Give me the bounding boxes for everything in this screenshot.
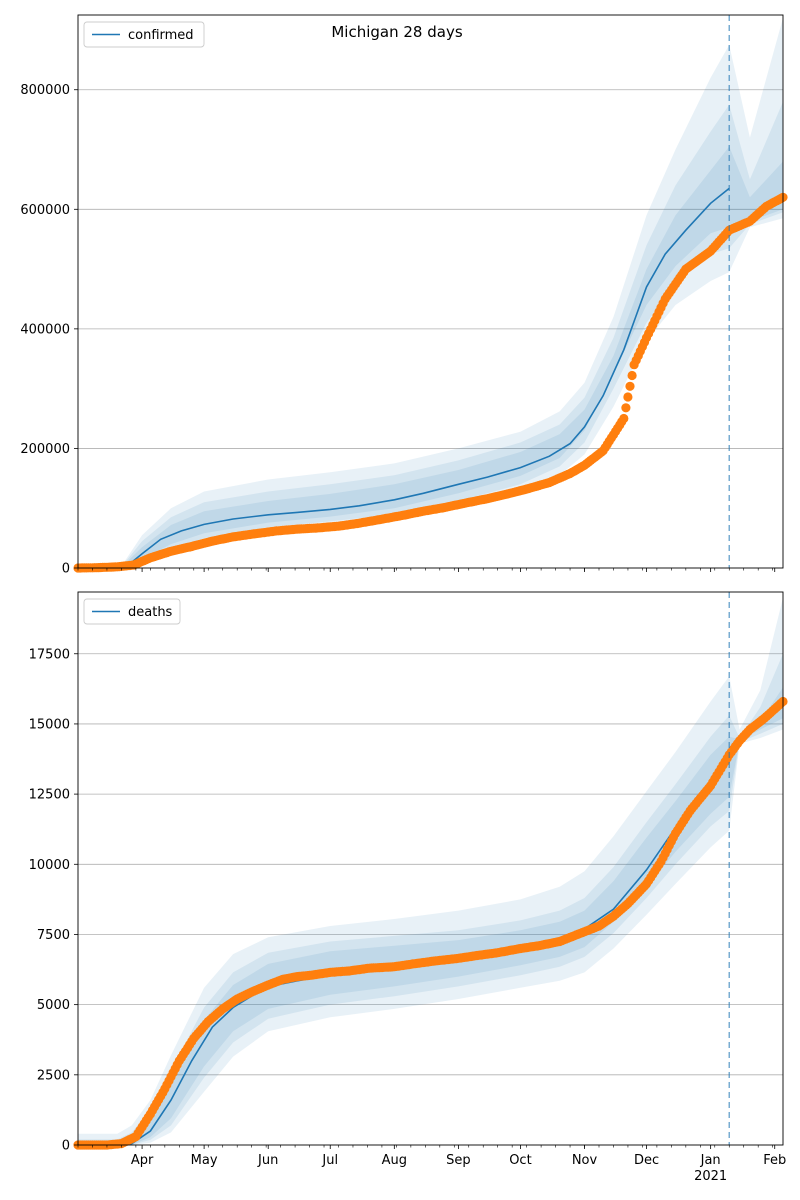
y-tick-label: 0 xyxy=(62,562,70,577)
observed-point xyxy=(623,392,633,402)
x-tick-sublabel: 2021 xyxy=(694,1169,727,1184)
legend-box xyxy=(83,21,205,48)
x-tick-label: Sep xyxy=(446,1153,471,1168)
uncertainty-band-1 xyxy=(78,597,783,1145)
deaths-panel: 0 2500 5000 7500 10000 12500 15000 17500 Apr May J… xyxy=(29,591,788,1184)
x-tick-label: Aug xyxy=(382,1153,407,1168)
y-tick-label: 12500 xyxy=(29,788,70,803)
y-tick-label: 600000 xyxy=(20,203,70,218)
y-tick-label: 200000 xyxy=(20,442,70,457)
model-line-confirmed xyxy=(77,187,730,569)
legend-label: confirmed xyxy=(128,28,194,43)
y-tick-label: 800000 xyxy=(20,83,70,98)
x-tick-label: Jul xyxy=(321,1153,338,1168)
x-tick-label: Jan xyxy=(700,1153,721,1168)
observed-point xyxy=(619,413,629,424)
y-tick-label: 7500 xyxy=(37,928,70,943)
y-tick-label: 400000 xyxy=(20,322,70,337)
x-tick-label: May xyxy=(191,1153,218,1168)
uncertainty-band-1 xyxy=(78,18,783,568)
y-tick-label: 5000 xyxy=(37,998,70,1013)
observed-points-confirmed xyxy=(73,192,788,573)
y-tick-label: 0 xyxy=(62,1139,70,1154)
legend-box xyxy=(83,598,181,625)
axes-frame xyxy=(77,591,784,1146)
y-tick-label: 2500 xyxy=(37,1068,70,1083)
y-tick-label: 15000 xyxy=(29,717,70,732)
x-tick-label: Oct xyxy=(509,1153,531,1168)
observed-point xyxy=(621,403,631,413)
uncertainty-band-3 xyxy=(78,146,783,568)
y-tick-label: 17500 xyxy=(29,647,70,662)
axes-frame xyxy=(77,14,784,569)
legend: deaths xyxy=(83,598,181,625)
uncertainty-band-2 xyxy=(78,101,783,568)
x-tick-label: Apr xyxy=(131,1153,154,1168)
legend: confirmed xyxy=(83,21,205,48)
legend-label: deaths xyxy=(128,605,173,620)
x-tick-label: Feb xyxy=(763,1153,786,1168)
observed-point xyxy=(625,381,635,391)
confirmed-panel: 0 200000 400000 600000 800000 confirmed xyxy=(20,14,788,577)
x-tick-label: Jun xyxy=(257,1153,278,1168)
figure-title: Michigan 28 days xyxy=(331,23,462,41)
x-tick-label: Nov xyxy=(572,1153,598,1168)
uncertainty-band-2 xyxy=(78,653,783,1145)
x-tick-label: Dec xyxy=(634,1153,659,1168)
observed-point xyxy=(627,370,637,381)
y-tick-label: 10000 xyxy=(29,858,70,873)
